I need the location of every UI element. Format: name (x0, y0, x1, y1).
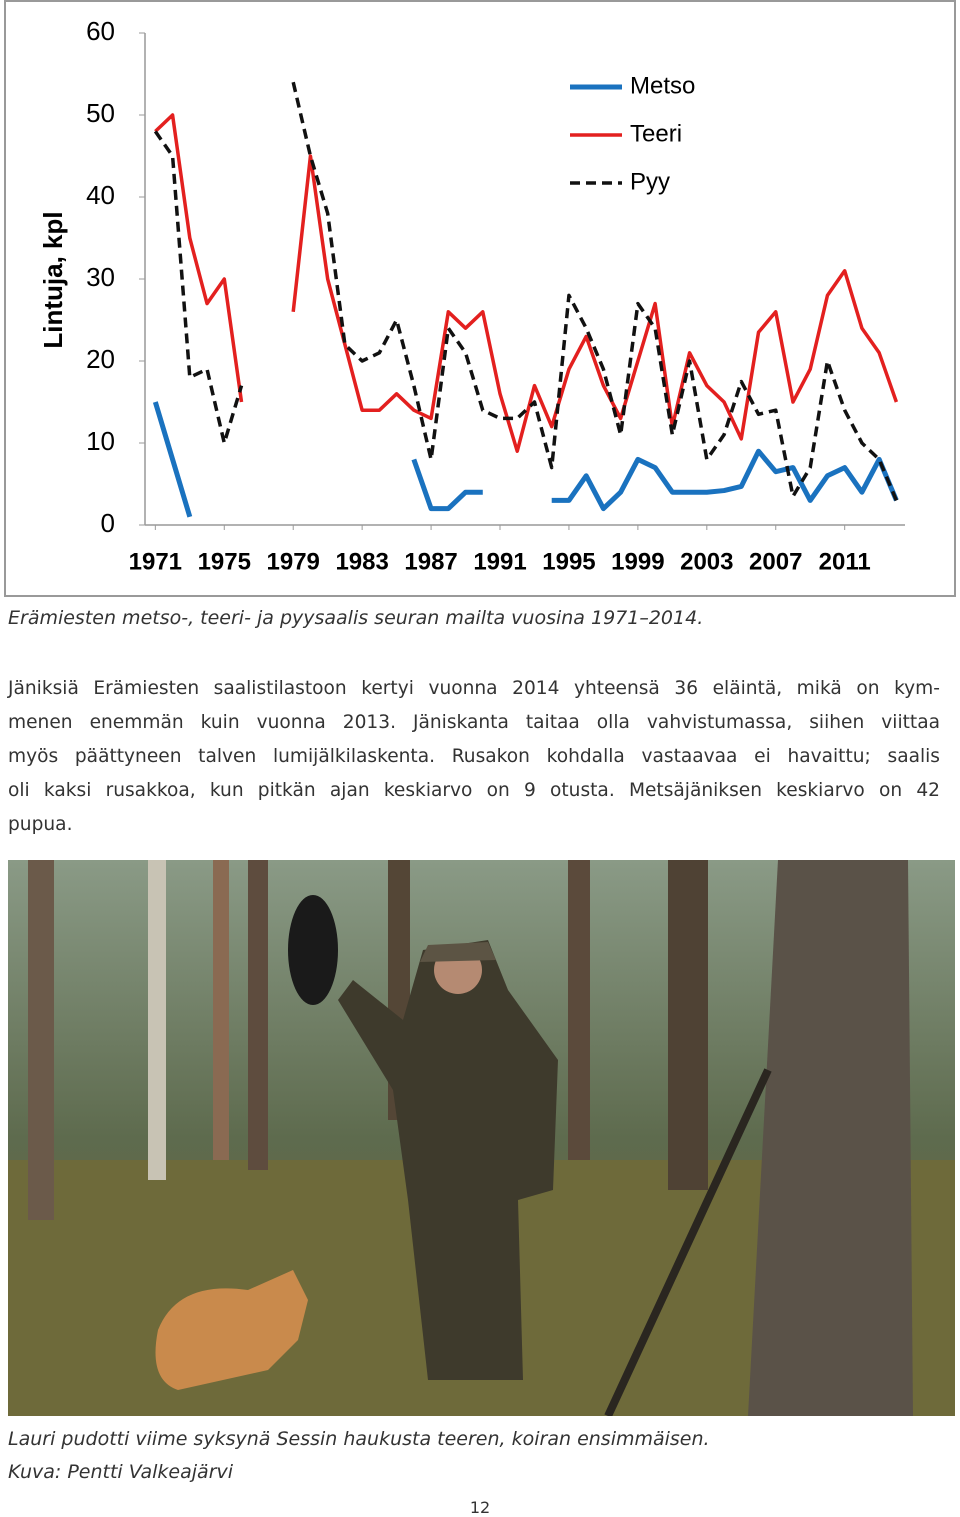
legend-label: Teeri (630, 120, 682, 147)
x-tick-label: 1979 (267, 548, 320, 575)
photo-caption: Lauri pudotti viime syksynä Sessin hauku… (8, 1428, 710, 1450)
black-grouse (288, 895, 338, 1005)
paragraph: Jäniksiä Erämiesten saalistilastoon kert… (8, 672, 940, 842)
photo (8, 860, 955, 1416)
paragraph-line: oli kaksi rusakkoa, kun pitkän ajan kesk… (8, 780, 940, 801)
y-tick-label: 0 (101, 508, 115, 538)
tree-trunk (668, 860, 708, 1190)
series-line (152, 401, 899, 518)
y-tick-label: 20 (86, 344, 115, 374)
y-tick-label: 30 (86, 262, 115, 292)
x-tick-label: 1983 (335, 548, 388, 575)
photo-credit: Kuva: Pentti Valkeajärvi (8, 1461, 234, 1483)
chart: Lintuja, kpl 0 10 20 30 40 50 60 1971 1975 1979 19… (4, 0, 956, 597)
x-tick-label: 2003 (680, 548, 733, 575)
x-tick-label: 2007 (749, 548, 802, 575)
chart-caption: Erämiesten metso-, teeri- ja pyysaalis s… (8, 607, 704, 629)
paragraph-line: Jäniksiä Erämiesten saalistilastoon kert… (8, 678, 940, 699)
dog (155, 1270, 308, 1390)
tree-trunk (28, 860, 54, 1220)
tree-trunk (248, 860, 268, 1170)
x-tick-label: 1971 (129, 548, 182, 575)
x-tick-label: 1987 (404, 548, 457, 575)
series-line (154, 113, 899, 453)
x-tick-label: 2011 (819, 548, 871, 575)
tree-trunk (213, 860, 229, 1160)
paragraph-line: myös päättyneen talven lumijälkilaskenta… (8, 746, 940, 767)
x-tick-label: 1995 (542, 548, 595, 575)
tree-trunk (148, 860, 166, 1180)
series-line (153, 81, 898, 502)
paragraph-line: pupua. (8, 814, 73, 835)
y-tick-label: 40 (86, 180, 115, 210)
hat (420, 942, 496, 962)
tree-trunk (568, 860, 590, 1160)
x-tick-label: 1975 (198, 548, 251, 575)
chart-frame (4, 0, 956, 597)
paragraph-line: menen enemmän kuin vuonna 2013. Jäniskan… (8, 712, 940, 733)
x-tick-label: 1991 (473, 548, 526, 575)
legend-label: Metso (630, 72, 695, 99)
y-tick-label: 50 (86, 98, 115, 128)
rifle (604, 1068, 772, 1416)
y-tick-label: 60 (86, 16, 115, 46)
hunter (338, 940, 558, 1380)
legend-label: Pyy (630, 168, 670, 195)
y-tick-label: 10 (86, 426, 115, 456)
y-axis-label: Lintuja, kpl (38, 211, 68, 348)
x-tick-label: 1999 (611, 548, 664, 575)
page-number: 12 (469, 1498, 491, 1517)
large-tree-trunk (748, 860, 913, 1416)
